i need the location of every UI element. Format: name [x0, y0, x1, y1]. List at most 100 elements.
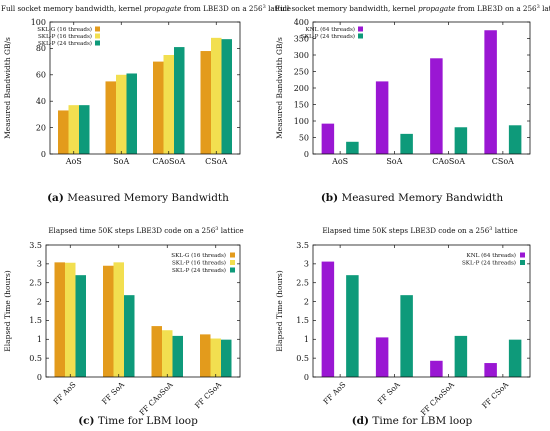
- y-tick-label: 20: [36, 123, 46, 132]
- y-tick-label: 60: [36, 71, 46, 80]
- legend-label: KNL (64 threads): [467, 252, 516, 259]
- bar-skl-p24-0: [346, 141, 359, 154]
- x-tick-label: FF AoS: [52, 380, 78, 406]
- bar-skl-p24-1: [124, 295, 135, 377]
- bar-skl-p16-3: [210, 338, 221, 377]
- plot-frame: [312, 21, 531, 155]
- y-tick-label: 300: [294, 51, 309, 60]
- chart-panel-a: Full socket memory bandwidth, kernel pro…: [1, 4, 291, 166]
- bar-skl-g-3: [200, 51, 211, 154]
- y-tick-label: 3.5: [296, 241, 309, 250]
- y-tick-label: 100: [31, 18, 46, 27]
- bar-skl-p24-1: [400, 295, 413, 377]
- bar-skl-g-0: [54, 262, 65, 377]
- y-tick-label: 1: [37, 335, 42, 344]
- y-axis-label: Elapsed Time (hours): [3, 270, 12, 351]
- y-tick-label: 3.5: [29, 241, 42, 250]
- y-tick-label: 80: [36, 44, 46, 53]
- y-axis-label: Measured Bandwidth GB/s: [275, 37, 284, 139]
- bar-skl-p24-2: [174, 47, 185, 154]
- bar-skl-p24-0: [75, 275, 86, 377]
- bar-skl-p16-0: [65, 262, 76, 377]
- bar-knl-1: [375, 337, 389, 377]
- bar-knl-2: [430, 360, 443, 377]
- legend-swatch: [230, 267, 235, 273]
- bar-skl-p24-2: [454, 127, 468, 154]
- chart-title: Full socket memory bandwidth, kernel pro…: [275, 4, 550, 13]
- x-tick-label: FF CAoSoA: [419, 380, 457, 418]
- legend-label: SKL-P (16 threads): [172, 260, 226, 267]
- y-tick-label: 0.5: [296, 354, 309, 363]
- legend-swatch: [358, 33, 363, 39]
- legend-swatch: [358, 26, 363, 32]
- x-tick-label: FF CSoA: [480, 380, 511, 411]
- y-tick-label: 2: [304, 297, 309, 306]
- y-tick-label: 250: [294, 67, 309, 76]
- x-tick-label: FF CAoSoA: [138, 380, 176, 418]
- x-tick-label: AoS: [331, 157, 348, 166]
- caption-c: (c) Time for LBM loop: [78, 415, 198, 427]
- bar-knl-2: [430, 58, 443, 154]
- bar-skl-p24-3: [508, 339, 522, 377]
- bar-knl-0: [321, 261, 335, 377]
- y-tick-label: 2.5: [296, 279, 309, 288]
- x-tick-label: CAoSoA: [152, 157, 185, 166]
- bar-skl-p24-2: [172, 335, 183, 377]
- legend-label: SKL-P (24 threads): [172, 267, 226, 274]
- plot-frame: [45, 244, 241, 378]
- y-tick-label: 150: [294, 100, 309, 109]
- x-tick-label: CSoA: [492, 157, 514, 166]
- legend-swatch: [95, 33, 100, 39]
- y-tick-label: 3: [304, 260, 309, 269]
- y-tick-label: 0: [37, 373, 42, 382]
- legend-swatch: [230, 260, 235, 265]
- legend-swatch: [95, 26, 100, 32]
- y-tick-label: 200: [294, 84, 309, 93]
- y-tick-label: 0: [304, 373, 309, 382]
- chart-panel-c: Elapsed time 50K steps LBE3D code on a 2…: [3, 226, 244, 417]
- legend-swatch: [95, 40, 100, 46]
- y-tick-label: 0.5: [29, 354, 42, 363]
- x-tick-label: FF SoA: [376, 380, 402, 406]
- bar-skl-p16-2: [162, 330, 173, 377]
- plot-frame: [49, 21, 241, 155]
- bar-skl-p16-1: [113, 262, 124, 377]
- chart-title: Full socket memory bandwidth, kernel pro…: [1, 4, 291, 13]
- bar-skl-p16-3: [211, 37, 222, 155]
- bar-skl-p24-2: [454, 335, 468, 377]
- y-axis-label: Measured Bandwidth GB/s: [3, 37, 12, 139]
- x-tick-label: CSoA: [205, 157, 227, 166]
- bar-skl-p24-1: [126, 73, 137, 154]
- caption-a: (a) Measured Memory Bandwidth: [47, 192, 229, 204]
- y-tick-label: 2: [37, 297, 42, 306]
- y-tick-label: 100: [294, 117, 309, 126]
- bar-skl-g-3: [200, 334, 211, 377]
- y-tick-label: 350: [294, 34, 309, 43]
- bar-knl-0: [321, 123, 335, 154]
- plot-frame: [312, 244, 531, 378]
- y-tick-label: 40: [36, 97, 46, 106]
- bar-skl-p24-3: [508, 125, 522, 154]
- y-tick-label: 0: [304, 150, 309, 159]
- bar-skl-p24-3: [221, 339, 232, 377]
- x-tick-label: FF SoA: [100, 380, 126, 406]
- y-tick-label: 50: [299, 133, 309, 142]
- bar-skl-p16-0: [68, 105, 79, 154]
- y-tick-label: 1: [304, 335, 309, 344]
- bar-knl-3: [484, 30, 497, 154]
- y-tick-label: 400: [294, 18, 309, 27]
- x-tick-label: CAoSoA: [432, 157, 465, 166]
- bar-skl-p24-0: [346, 275, 359, 377]
- legend-label: SKL-P (24 threads): [462, 260, 516, 267]
- bar-skl-g-2: [153, 61, 164, 154]
- legend-label: SKL-P (24 threads): [301, 33, 355, 40]
- y-axis-label: Elapsed Time (hours): [275, 270, 284, 351]
- bar-knl-1: [375, 81, 389, 154]
- y-tick-label: 1.5: [29, 316, 42, 325]
- x-tick-label: AoS: [65, 157, 82, 166]
- legend-label: SKL-P (24 threads): [38, 40, 92, 47]
- legend-label: SKL-G (16 threads): [37, 26, 92, 33]
- chart-panel-b: Full socket memory bandwidth, kernel pro…: [275, 4, 550, 166]
- bar-skl-p24-3: [221, 39, 232, 154]
